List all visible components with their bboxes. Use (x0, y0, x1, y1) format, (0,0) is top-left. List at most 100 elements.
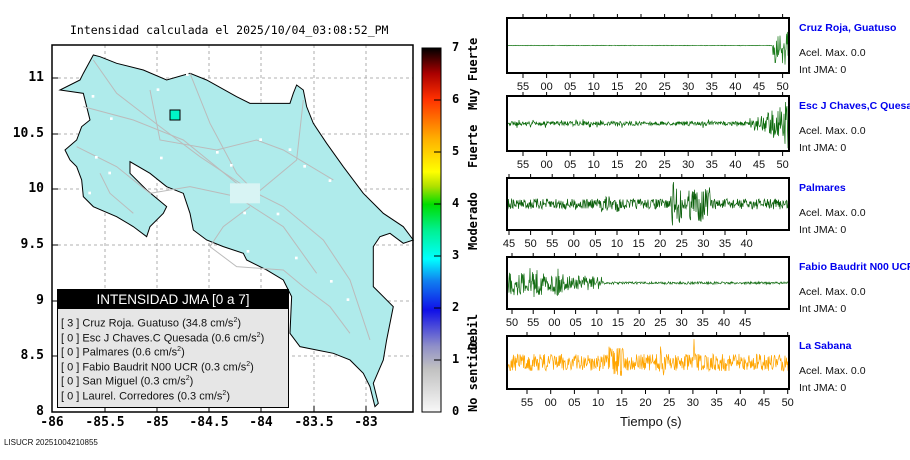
waveform-time-tick: 45 (739, 317, 752, 329)
waveform-station-name: La Sabana (799, 340, 852, 352)
waveform-time-tick: 50 (776, 159, 789, 171)
waveform-time-tick: 40 (740, 238, 753, 250)
waveform-station-name: Fabio Baudrit N00 UCR (799, 261, 910, 273)
map-y-tick-label: 8 (36, 404, 44, 419)
waveform-time-tick: 50 (524, 238, 537, 250)
waveform-max-acceleration: Acel. Max. 0.0 (799, 286, 866, 298)
legend-close: ) (226, 390, 230, 403)
legend-jma: [ 0 ] (61, 390, 80, 403)
legend-close: ) (250, 361, 254, 374)
legend-close: ) (181, 346, 185, 359)
legend-jma: [ 0 ] (61, 361, 80, 374)
waveform-time-tick: 25 (658, 81, 671, 93)
waveform-time-tick: 35 (696, 317, 709, 329)
waveform-time-tick: 10 (587, 81, 600, 93)
colorbar-category-label: Fuerte (466, 124, 480, 168)
legend-jma: [ 0 ] (61, 376, 80, 389)
waveform-trace (506, 25, 790, 65)
legend-acceleration: (0.3 cm/s (201, 361, 247, 374)
waveform-time-tick: 45 (502, 238, 516, 250)
waveform-panel (506, 332, 790, 394)
waveform-time-tick: 30 (686, 397, 700, 409)
waveform-time-tick: 10 (587, 159, 600, 171)
legend-item: [ 0 ] San Miguel (0.3 cm/s2) (58, 372, 288, 389)
waveform-time-tick: 10 (610, 238, 624, 250)
waveform-time-tick: 00 (544, 397, 557, 409)
waveform-time-tick: 20 (634, 159, 648, 171)
waveform-time-tick: 25 (663, 397, 676, 409)
legend-station-name: Cruz Roja. Guatuso (82, 317, 180, 330)
map-y-tick-label: 10 (28, 181, 44, 196)
legend-station-name: Esc J Chaves.C Quesada (82, 332, 209, 345)
legend-item: [ 0 ] Laurel. Corredores (0.3 cm/s2) (58, 387, 288, 403)
colorbar-category-label: Moderado (466, 192, 480, 250)
legend-acceleration: (0.6 cm/s (131, 346, 178, 359)
waveform-station-name: Cruz Roja, Guatuso (799, 22, 897, 34)
legend-acceleration: (34.8 cm/s (182, 317, 234, 330)
waveform-time-tick: 55 (520, 397, 534, 409)
colorbar-tick-label: 4 (452, 196, 460, 210)
legend-unit-exponent: 2 (222, 389, 227, 397)
waveform-trace (506, 182, 790, 226)
map-x-tick-label: -84 (249, 415, 273, 430)
waveform-trace (506, 339, 790, 376)
waveform-time-tick: 05 (568, 397, 581, 409)
legend-item: [ 0 ] Palmares (0.6 cm/s2) (58, 343, 288, 359)
waveform-time-tick: 15 (611, 317, 625, 329)
map-x-tick-label: -83 (354, 415, 378, 430)
legend-jma: [ 0 ] (61, 332, 80, 345)
waveform-time-tick: 40 (717, 317, 731, 329)
map-x-tick-label: -84.5 (189, 415, 229, 430)
legend-acceleration: (0.6 cm/s (211, 332, 257, 345)
legend-unit-exponent: 2 (233, 317, 238, 324)
legend-acceleration: (0.3 cm/s (140, 376, 186, 389)
waveform-time-tick: 45 (752, 81, 766, 93)
waveform-time-tick: 35 (705, 159, 718, 171)
legend-close: ) (189, 376, 194, 389)
map-x-tick-label: -85 (145, 415, 169, 430)
waveform-panel (506, 14, 790, 78)
legend-station-name: Laurel. Corredores (82, 390, 175, 403)
waveform-time-tick: 50 (776, 81, 789, 93)
waveform-time-tick: 20 (654, 238, 667, 250)
map-x-tick-label: -83.5 (294, 415, 334, 430)
waveform-time-tick: 35 (710, 397, 723, 409)
waveform-station-name: Esc J Chaves,C Quesada (799, 100, 910, 112)
waveform-time-tick: 05 (564, 81, 577, 93)
map-y-tick-label: 9.5 (20, 237, 44, 252)
legend-station-name: Fabio Baudrit N00 UCR (82, 361, 198, 374)
waveform-time-tick: 40 (734, 397, 747, 409)
waveform-time-tick: 30 (675, 317, 688, 329)
colorbar-category-label: Muy Fuerte (466, 37, 480, 110)
waveform-time-tick: 00 (567, 238, 580, 250)
waveform-time-tick: 05 (569, 317, 582, 329)
colorbar-category-label: Debil (466, 313, 480, 350)
waveform-time-tick: 30 (682, 159, 695, 171)
waveform-panel (506, 92, 790, 156)
map-y-tick-label: 11 (28, 70, 44, 85)
waveform-trace (506, 101, 790, 149)
waveform-station-name: Palmares (799, 182, 846, 194)
waveform-time-tick: 15 (611, 81, 624, 93)
waveform-time-tick: 00 (548, 317, 561, 329)
station-dots (88, 73, 350, 301)
waveform-time-tick: 05 (564, 159, 577, 171)
colorbar-category-label: No sentido (466, 339, 480, 412)
waveform-trace (506, 268, 790, 298)
waveform-time-tick: 40 (729, 159, 742, 171)
waveform-time-tick: 00 (540, 81, 553, 93)
colorbar-tick-label: 6 (452, 92, 460, 106)
waveform-time-tick: 45 (752, 159, 766, 171)
waveform-time-tick: 20 (633, 317, 646, 329)
intensity-map (51, 44, 415, 413)
legend-unit-exponent: 2 (246, 360, 251, 368)
legend-unit-exponent: 2 (256, 331, 261, 339)
waveform-time-tick: 50 (781, 397, 794, 409)
waveform-time-tick: 40 (729, 81, 742, 93)
waveform-time-tick: 25 (658, 159, 671, 171)
waveform-time-tick: 25 (675, 238, 688, 250)
intensity-colorbar (421, 47, 442, 413)
waveform-time-tick: 50 (505, 317, 519, 329)
waveform-time-tick: 30 (682, 81, 695, 93)
legend-jma: [ 3 ] (61, 317, 80, 330)
